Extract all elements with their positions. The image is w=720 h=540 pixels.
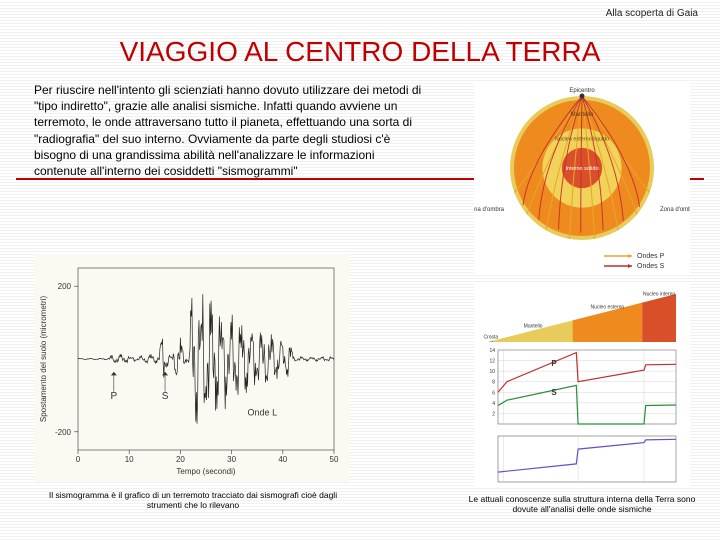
svg-text:S: S xyxy=(551,388,557,397)
page-header: Alla scoperta di Gaia xyxy=(606,8,698,19)
svg-text:P: P xyxy=(551,359,557,368)
svg-text:4: 4 xyxy=(492,401,495,407)
svg-text:Crosta: Crosta xyxy=(483,334,498,340)
svg-text:10: 10 xyxy=(489,369,495,375)
svg-text:Onde L: Onde L xyxy=(248,407,278,417)
svg-text:12: 12 xyxy=(489,359,495,365)
svg-text:14: 14 xyxy=(489,348,495,354)
svg-text:Mantello: Mantello xyxy=(524,323,543,329)
earth-cross-section-diagram: Epicentro Mantello Nucleo esterno liquido I… xyxy=(474,82,690,274)
svg-text:8: 8 xyxy=(492,380,495,386)
body-paragraph: Per riuscire nell'intento gli scienziati… xyxy=(34,82,426,179)
svg-text:Spostamento del suolo (microme: Spostamento del suolo (micrometri) xyxy=(39,296,48,423)
svg-text:S: S xyxy=(162,391,169,402)
svg-text:20: 20 xyxy=(176,455,185,464)
svg-text:40: 40 xyxy=(278,455,287,464)
svg-text:Tempo (secondi): Tempo (secondi) xyxy=(176,467,235,476)
page-title: VIAGGIO AL CENTRO DELLA TERRA xyxy=(0,36,720,68)
earth-layers-chart: Crosta Mantello Nucleo esterno Nucleo inter… xyxy=(474,284,690,488)
svg-text:Epicentro: Epicentro xyxy=(569,88,595,94)
svg-text:10: 10 xyxy=(125,455,134,464)
svg-text:Ondes P: Ondes P xyxy=(637,253,665,260)
svg-text:0: 0 xyxy=(76,455,81,464)
svg-text:2: 2 xyxy=(492,411,495,417)
svg-text:Zona d'ombra: Zona d'ombra xyxy=(660,207,690,213)
svg-text:6: 6 xyxy=(492,390,495,396)
svg-text:Zona d'ombra: Zona d'ombra xyxy=(474,207,505,213)
seismogram-caption: Il sismogramma è il grafico di un terrem… xyxy=(48,490,338,510)
svg-text:P: P xyxy=(111,391,118,402)
earth-layers-caption: Le attuali conoscenze sulla struttura in… xyxy=(468,494,696,514)
seismogram-chart: 0 10 20 30 40 50 -200 200 P S Onde L Tempo (secondi… xyxy=(34,254,350,482)
svg-text:Nucleo esterno liquido: Nucleo esterno liquido xyxy=(555,137,609,143)
svg-text:Nucleo interno: Nucleo interno xyxy=(643,291,675,297)
svg-text:Nucleo esterno: Nucleo esterno xyxy=(591,305,625,311)
svg-text:50: 50 xyxy=(330,455,339,464)
svg-text:Interno solido: Interno solido xyxy=(565,166,598,172)
svg-text:30: 30 xyxy=(227,455,236,464)
svg-text:-200: -200 xyxy=(55,428,72,437)
svg-text:200: 200 xyxy=(58,282,72,291)
svg-text:Ondes S: Ondes S xyxy=(637,263,665,270)
svg-text:Mantello: Mantello xyxy=(571,112,594,118)
